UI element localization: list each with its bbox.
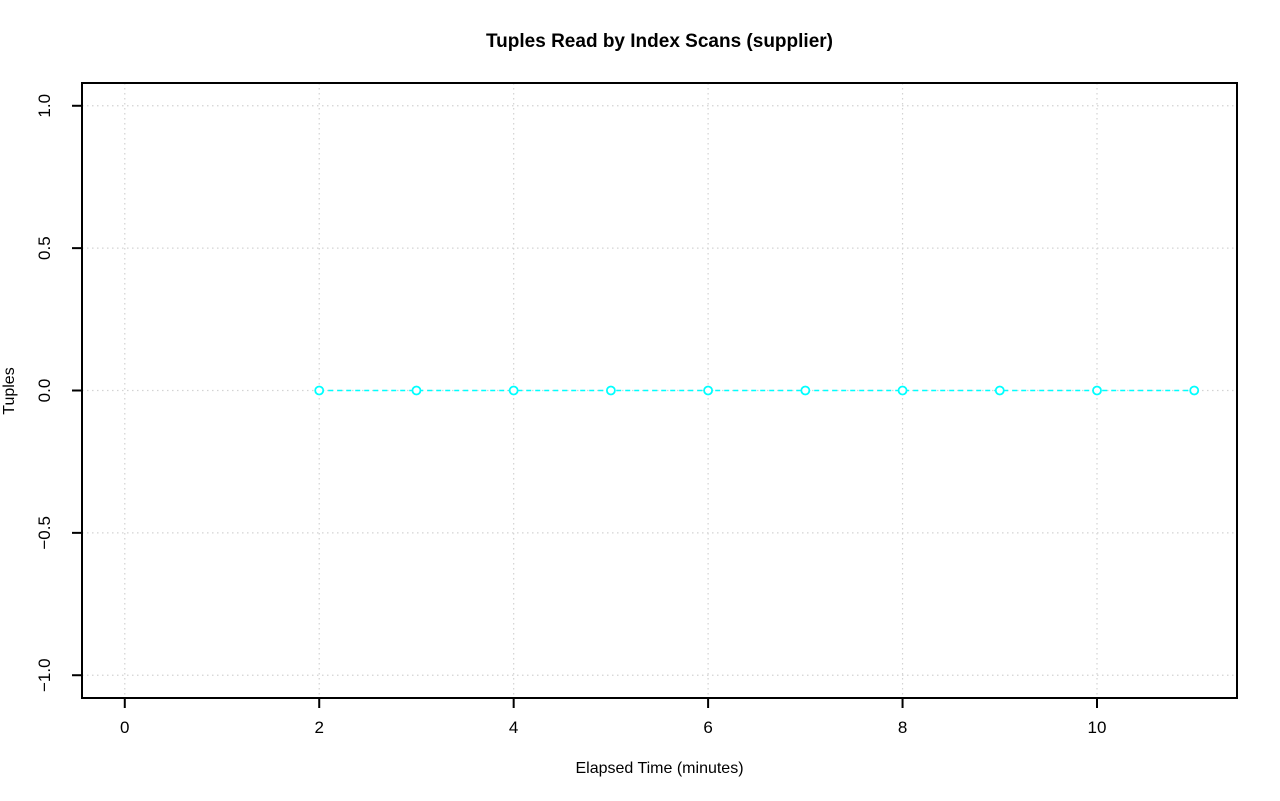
x-tick-label-2: 2 [314,718,323,737]
x-tick-label-0: 0 [120,718,129,737]
data-point-tuples-read-7 [800,385,811,396]
x-tick-label-4: 4 [509,718,518,737]
data-point-tuples-read-3 [411,385,422,396]
plot-box [81,82,1238,699]
y-axis-label: Tuples [1,367,18,415]
x-tick-label-8: 8 [898,718,907,737]
x-axis-label: Elapsed Time (minutes) [575,760,744,777]
data-point-tuples-read-5 [605,385,616,396]
y-tick-label-4: 1.0 [35,94,54,118]
y-tick-label-0: −1.0 [35,658,54,692]
x-tick-label-10: 10 [1088,718,1107,737]
chart-title: Tuples Read by Index Scans (supplier) [485,31,833,52]
data-point-tuples-read-10 [1092,385,1102,396]
data-point-tuples-read-9 [994,385,1005,396]
y-tick-label-1: −0.5 [35,516,54,550]
data-point-tuples-read-11 [1189,385,1200,396]
y-tick-label-2: 0.0 [35,379,54,403]
data-point-tuples-read-6 [703,385,714,396]
data-point-tuples-read-2 [314,385,325,396]
data-point-tuples-read-4 [508,385,519,396]
x-tick-label-6: 6 [703,718,712,737]
data-point-tuples-read-8 [897,385,908,396]
y-tick-label-3: 0.5 [35,236,54,260]
